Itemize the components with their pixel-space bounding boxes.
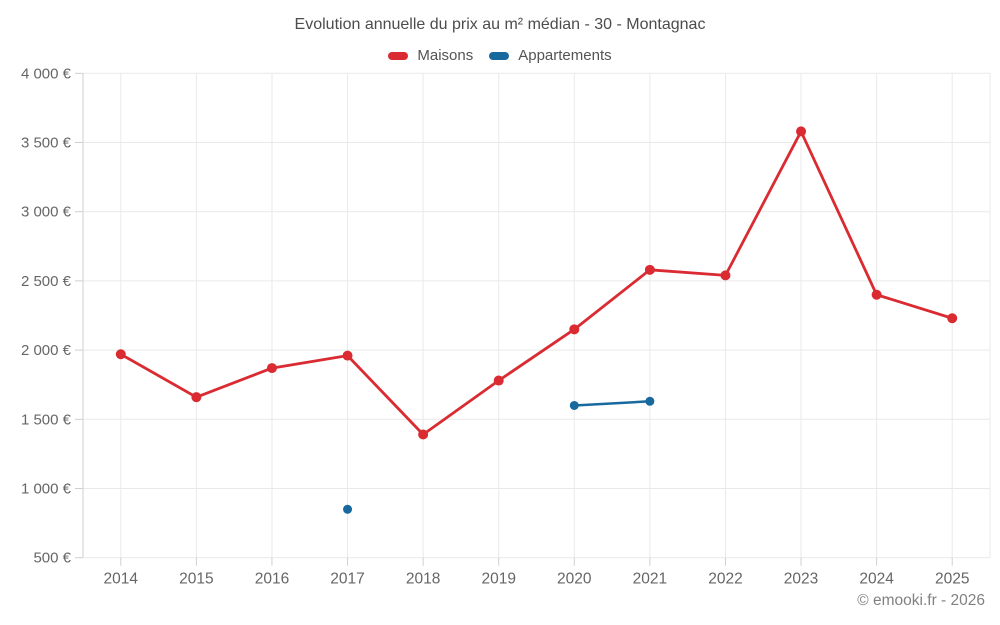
y-tick-label: 3 000 € <box>21 204 72 221</box>
y-tick-label: 4 000 € <box>21 65 72 82</box>
data-point-appartements[interactable] <box>343 504 353 514</box>
x-tick-label: 2024 <box>859 571 894 588</box>
maisons-series-swatch-icon <box>388 51 409 60</box>
y-tick-label: 1 000 € <box>21 481 72 498</box>
data-point-maisons[interactable] <box>644 264 655 275</box>
data-point-appartements[interactable] <box>569 400 579 410</box>
y-tick-label: 2 000 € <box>21 342 72 359</box>
x-tick-label: 2023 <box>784 571 818 588</box>
x-tick-label: 2016 <box>255 571 289 588</box>
copyright: © emooki.fr - 2026 <box>857 592 985 609</box>
data-point-maisons[interactable] <box>342 350 353 361</box>
y-tick-label: 2 500 € <box>21 273 72 290</box>
x-tick-label: 2021 <box>633 571 667 588</box>
x-tick-label: 2022 <box>708 571 742 588</box>
x-tick-label: 2018 <box>406 571 440 588</box>
appartements-series-swatch-icon <box>489 51 510 60</box>
legend-item-appartements[interactable]: Appartements <box>489 47 612 64</box>
x-tick-label: 2019 <box>481 571 515 588</box>
data-point-maisons[interactable] <box>418 429 429 440</box>
data-point-maisons[interactable] <box>115 349 126 360</box>
data-point-maisons[interactable] <box>569 324 580 335</box>
data-point-maisons[interactable] <box>493 375 504 386</box>
x-tick-label: 2014 <box>104 571 139 588</box>
legend: Maisons Appartements <box>0 47 1000 64</box>
legend-label-maisons: Maisons <box>417 47 474 64</box>
chart-title: Evolution annuelle du prix au m² médian … <box>294 16 706 33</box>
y-tick-label: 500 € <box>33 550 71 567</box>
legend-label-appartements: Appartements <box>518 47 612 64</box>
data-point-maisons[interactable] <box>191 392 202 403</box>
series-line-maisons <box>119 130 954 436</box>
series-line-appartements <box>573 400 652 407</box>
data-point-maisons[interactable] <box>796 126 807 137</box>
data-point-maisons[interactable] <box>871 289 882 300</box>
x-tick-label: 2020 <box>557 571 592 588</box>
legend-item-maisons[interactable]: Maisons <box>388 47 473 64</box>
data-point-maisons[interactable] <box>720 270 731 281</box>
x-tick-label: 2015 <box>179 571 213 588</box>
y-tick-label: 3 500 € <box>21 135 72 152</box>
data-point-appartements[interactable] <box>645 396 655 406</box>
x-tick-label: 2025 <box>935 571 969 588</box>
data-point-maisons[interactable] <box>947 313 958 324</box>
data-point-maisons[interactable] <box>266 363 277 374</box>
y-tick-label: 1 500 € <box>21 411 72 428</box>
x-tick-label: 2017 <box>330 571 364 588</box>
